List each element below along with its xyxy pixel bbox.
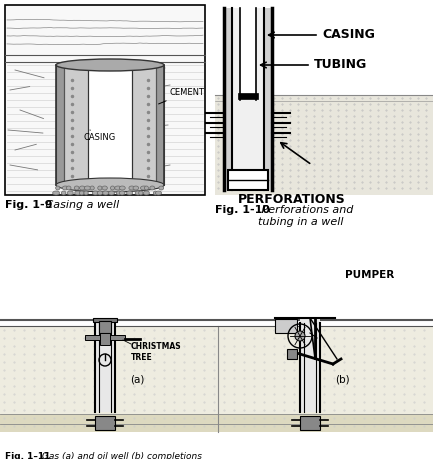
Ellipse shape bbox=[133, 186, 139, 190]
Ellipse shape bbox=[115, 186, 121, 190]
Ellipse shape bbox=[110, 186, 115, 190]
Ellipse shape bbox=[74, 186, 79, 190]
Ellipse shape bbox=[97, 191, 103, 195]
Bar bbox=[300, 318, 320, 412]
Ellipse shape bbox=[66, 186, 71, 190]
Text: Fig. 1-10: Fig. 1-10 bbox=[215, 205, 270, 215]
Ellipse shape bbox=[150, 186, 155, 190]
Ellipse shape bbox=[56, 59, 164, 71]
Ellipse shape bbox=[139, 191, 143, 195]
Bar bbox=[300, 416, 320, 430]
Bar bbox=[275, 319, 297, 333]
Bar bbox=[240, 8, 256, 100]
Circle shape bbox=[295, 331, 305, 341]
Ellipse shape bbox=[120, 186, 125, 190]
Text: Fig. 1-9: Fig. 1-9 bbox=[5, 200, 52, 210]
Bar bbox=[85, 335, 125, 340]
Text: Fig. 1–11: Fig. 1–11 bbox=[5, 452, 50, 459]
Ellipse shape bbox=[116, 191, 121, 195]
Ellipse shape bbox=[153, 191, 158, 195]
Text: PUMPER: PUMPER bbox=[345, 270, 394, 280]
Text: PERFORATIONS: PERFORATIONS bbox=[238, 193, 346, 206]
Bar bbox=[132, 65, 156, 185]
Ellipse shape bbox=[79, 191, 84, 195]
Bar bbox=[64, 65, 96, 185]
Bar bbox=[64, 65, 128, 185]
Bar bbox=[156, 65, 164, 185]
Ellipse shape bbox=[119, 191, 125, 195]
Bar bbox=[238, 93, 258, 99]
Ellipse shape bbox=[102, 186, 107, 190]
Ellipse shape bbox=[144, 186, 149, 190]
Bar bbox=[88, 65, 132, 185]
Ellipse shape bbox=[56, 178, 164, 192]
Text: Gas (a) and oil well (b) completions: Gas (a) and oil well (b) completions bbox=[39, 452, 202, 459]
Text: CASING: CASING bbox=[83, 130, 115, 142]
Ellipse shape bbox=[75, 191, 81, 195]
Bar bbox=[287, 349, 297, 359]
Bar bbox=[100, 333, 110, 345]
Ellipse shape bbox=[135, 191, 140, 195]
Bar bbox=[215, 5, 433, 195]
Bar bbox=[0, 326, 433, 432]
Ellipse shape bbox=[98, 186, 102, 190]
Ellipse shape bbox=[126, 191, 132, 195]
Text: Perforations and
tubing in a well: Perforations and tubing in a well bbox=[258, 205, 353, 227]
Bar bbox=[0, 255, 433, 448]
Bar bbox=[224, 8, 272, 190]
Bar bbox=[95, 318, 115, 412]
Ellipse shape bbox=[53, 191, 60, 195]
Ellipse shape bbox=[61, 191, 66, 195]
Ellipse shape bbox=[143, 191, 149, 195]
Bar bbox=[5, 5, 205, 195]
Ellipse shape bbox=[84, 186, 90, 190]
Bar bbox=[232, 8, 264, 190]
Text: CASING: CASING bbox=[322, 28, 375, 41]
Ellipse shape bbox=[129, 186, 135, 190]
Bar bbox=[0, 414, 433, 432]
Bar bbox=[93, 318, 117, 322]
Text: CHRISTMAS
TREE: CHRISTMAS TREE bbox=[131, 342, 181, 362]
Ellipse shape bbox=[109, 191, 114, 195]
Ellipse shape bbox=[62, 186, 68, 190]
Ellipse shape bbox=[92, 191, 98, 195]
Text: (a): (a) bbox=[130, 375, 144, 385]
Ellipse shape bbox=[159, 186, 164, 190]
Ellipse shape bbox=[55, 186, 60, 190]
Text: (b): (b) bbox=[335, 375, 349, 385]
Bar bbox=[99, 321, 111, 333]
Text: CEMENT: CEMENT bbox=[158, 88, 204, 104]
Text: Casing a well: Casing a well bbox=[42, 200, 119, 210]
Bar bbox=[215, 95, 433, 195]
Ellipse shape bbox=[67, 191, 73, 195]
Ellipse shape bbox=[84, 191, 88, 195]
Bar bbox=[228, 170, 268, 190]
Text: TUBING: TUBING bbox=[314, 58, 367, 72]
Ellipse shape bbox=[103, 191, 109, 195]
Ellipse shape bbox=[79, 186, 85, 190]
Bar bbox=[56, 65, 64, 185]
Bar bbox=[95, 416, 115, 430]
Ellipse shape bbox=[155, 191, 162, 195]
Ellipse shape bbox=[90, 186, 94, 190]
Ellipse shape bbox=[140, 186, 147, 190]
